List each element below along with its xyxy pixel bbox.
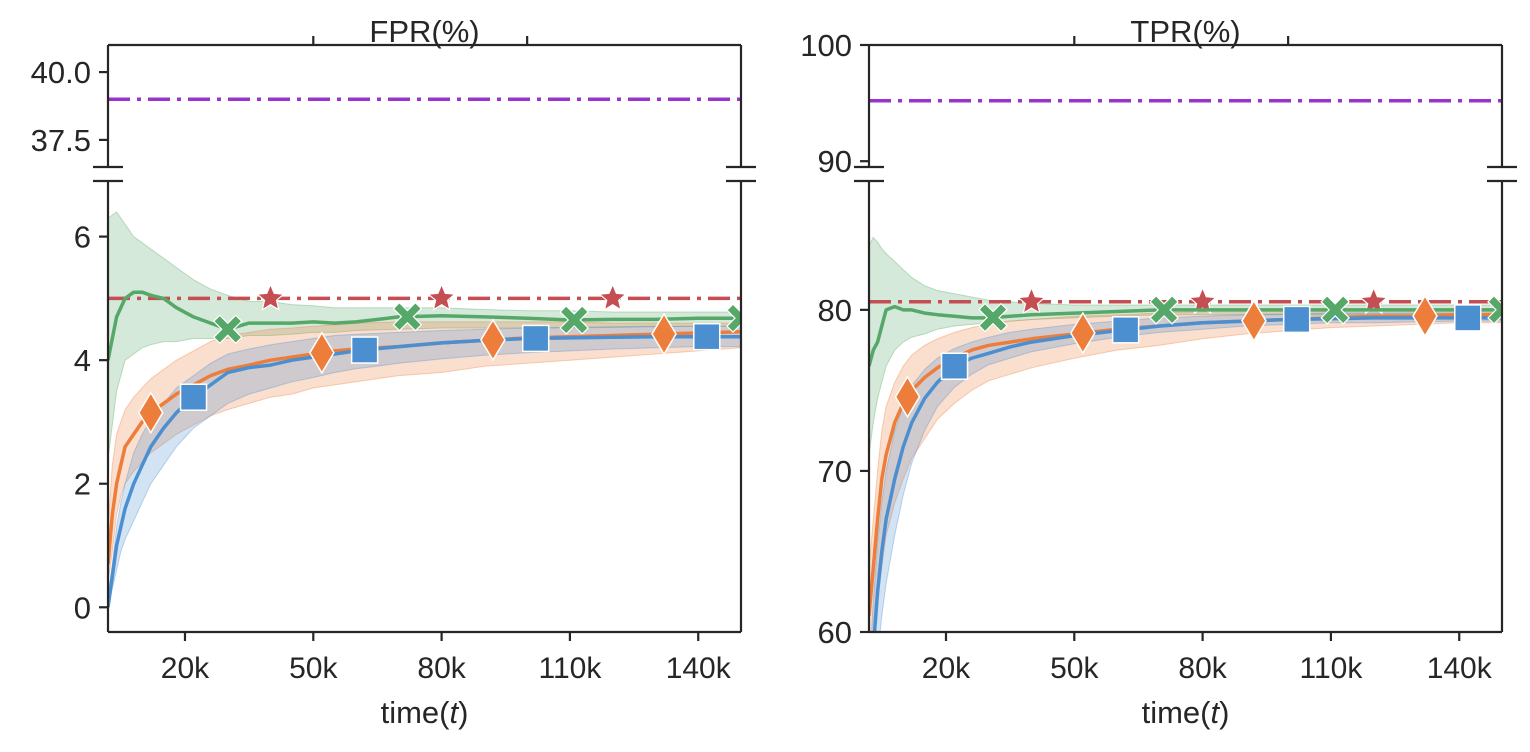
x-tick-label: 50k <box>289 652 338 685</box>
marker-green-0 <box>978 302 1008 333</box>
marker-red-2 <box>1358 286 1389 315</box>
x-tick-label: 110k <box>539 652 603 685</box>
x-axis-label-var: t <box>449 695 459 730</box>
marker-blue-2 <box>1282 305 1311 334</box>
x-axis-label-suffix: ) <box>1219 695 1229 730</box>
marker-green-2 <box>559 305 590 335</box>
marker-blue-1 <box>350 336 379 364</box>
marker-orange-1 <box>308 331 335 375</box>
y-tick-label-lower: 70 <box>818 454 852 489</box>
marker-blue-3 <box>1454 304 1482 332</box>
marker-red-2 <box>597 282 628 311</box>
x-axis-label-var: t <box>1210 695 1220 730</box>
marker-blue-0 <box>940 352 969 380</box>
y-tick-label-upper: 100 <box>800 28 852 63</box>
y-tick-label-lower: 0 <box>74 590 91 625</box>
y-tick-label-upper: 37.5 <box>31 123 91 158</box>
marker-green-1 <box>392 301 423 332</box>
band-orange <box>108 321 741 583</box>
x-axis-label: time(t) <box>381 695 469 730</box>
x-tick-label: 80k <box>1178 652 1227 685</box>
y-tick-label-upper: 40.0 <box>31 55 91 90</box>
plot-area-fpr <box>108 211 741 608</box>
chart-panel-fpr: 20k 50k 80k 110k 140k 37.5 40.0 0 2 4 6 FPR(%) time(… <box>31 14 756 730</box>
marker-orange-2 <box>480 318 506 362</box>
marker-blue-3 <box>693 322 721 351</box>
band-blue <box>871 312 1502 632</box>
marker-green-0 <box>212 314 243 345</box>
x-axis-label: time(t) <box>1142 695 1230 730</box>
chart-panel-tpr: 20k 50k 80k 110k 140k 90 100 60 70 80 TPR(%) time(t… <box>800 14 1517 730</box>
marker-orange-0 <box>894 375 921 419</box>
band-green <box>869 236 1502 455</box>
x-tick-label: 110k <box>1300 652 1364 685</box>
y-tick-label-lower: 80 <box>818 293 852 328</box>
marker-blue-1 <box>1111 316 1140 344</box>
plot-area-tpr <box>869 236 1502 632</box>
band-orange <box>869 309 1502 632</box>
marker-orange-1 <box>1069 311 1096 355</box>
marker-orange-0 <box>137 391 164 435</box>
marker-orange-2 <box>1241 299 1267 343</box>
marker-green-1 <box>1149 295 1179 325</box>
x-tick-label: 50k <box>1050 652 1099 685</box>
marker-red-0 <box>255 282 286 311</box>
marker-blue-0 <box>179 383 208 411</box>
series-line-green <box>108 290 741 361</box>
marker-green-2 <box>1320 295 1351 325</box>
marker-red-0 <box>1016 286 1047 315</box>
marker-red-1 <box>426 282 457 311</box>
x-axis-label-suffix: ) <box>458 695 468 730</box>
y-tick-label-lower: 60 <box>818 615 852 650</box>
marker-green-3 <box>726 303 741 334</box>
y-tick-label-upper: 90 <box>818 144 852 179</box>
y-tick-label-lower: 6 <box>74 220 91 255</box>
chart-title: TPR(%) <box>1130 14 1240 49</box>
x-axis-label-prefix: time( <box>381 695 451 730</box>
marker-blue-2 <box>521 324 550 353</box>
x-axis-label-prefix: time( <box>1142 695 1212 730</box>
y-tick-label-lower: 2 <box>74 467 91 502</box>
marker-orange-3 <box>1412 294 1438 338</box>
x-tick-label: 140k <box>666 652 732 685</box>
x-tick-label: 20k <box>922 652 971 685</box>
marker-green-3 <box>1487 295 1502 325</box>
x-tick-label: 140k <box>1427 652 1493 685</box>
marker-orange-3 <box>651 312 677 356</box>
y-tick-label-lower: 4 <box>74 343 91 378</box>
marker-red-1 <box>1187 286 1218 315</box>
x-tick-label: 80k <box>417 652 466 685</box>
x-tick-label: 20k <box>161 652 210 685</box>
chart-title: FPR(%) <box>369 14 479 49</box>
